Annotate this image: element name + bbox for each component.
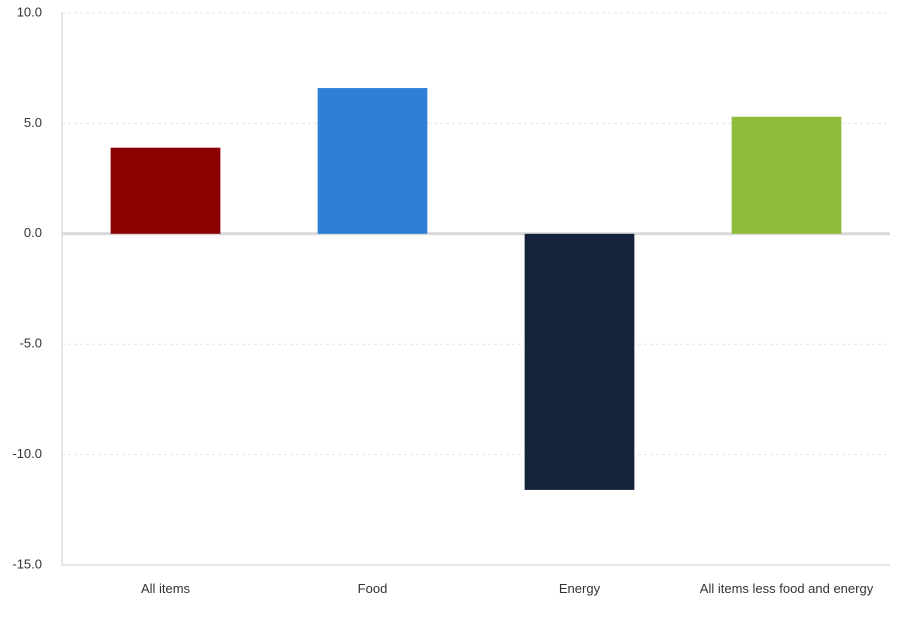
bar — [731, 116, 842, 234]
bar — [524, 233, 635, 490]
x-tick-label: All items — [140, 581, 191, 596]
y-tick-label: -10.0 — [12, 446, 42, 461]
x-tick-label: All items less food and energy — [699, 581, 874, 596]
y-tick-label: 5.0 — [24, 115, 42, 130]
x-tick-label: Food — [357, 581, 388, 596]
y-tick-label: 0.0 — [24, 225, 42, 240]
bar — [110, 147, 221, 234]
y-tick-label: -5.0 — [20, 336, 42, 351]
y-tick-label: 10.0 — [17, 4, 42, 19]
x-tick-label: Energy — [558, 581, 601, 596]
y-tick-label: -15.0 — [12, 556, 42, 571]
bar — [317, 88, 428, 234]
